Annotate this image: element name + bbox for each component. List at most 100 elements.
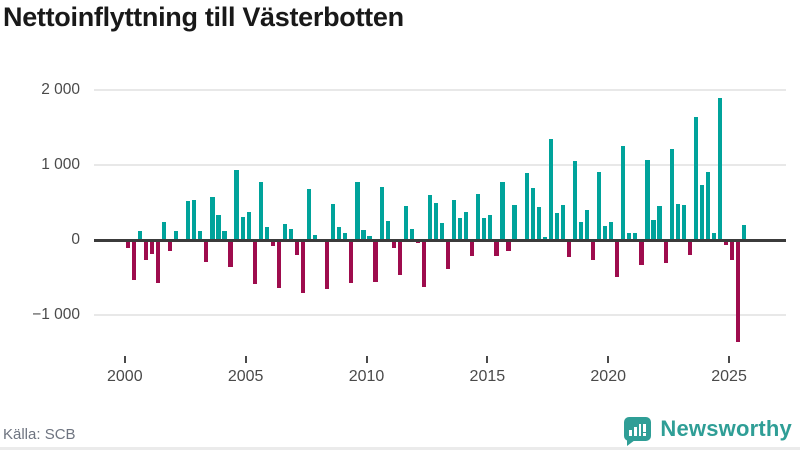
bar: [603, 225, 608, 240]
bar: [433, 202, 439, 240]
bar: [252, 240, 257, 284]
bar: [597, 171, 602, 240]
bar: [494, 240, 499, 257]
bar: [282, 223, 287, 240]
bar: [210, 197, 215, 240]
bar: [288, 229, 294, 240]
bar: [355, 182, 360, 240]
bar: [343, 233, 348, 240]
bar: [548, 139, 553, 240]
bar: [300, 240, 306, 293]
bar: [143, 240, 149, 260]
bar: [464, 211, 469, 240]
bar: [270, 240, 275, 246]
bar: [421, 240, 426, 288]
bar: [409, 228, 414, 240]
bar: [554, 213, 559, 240]
bar: [578, 221, 584, 240]
bar: [458, 217, 463, 240]
bar: [246, 212, 251, 240]
bar: [403, 205, 408, 240]
bar: [711, 233, 717, 240]
bar: [717, 97, 723, 240]
bar: [325, 240, 330, 289]
x-axis-tick: [244, 356, 247, 363]
bar: [723, 240, 729, 246]
bar: [627, 233, 632, 240]
bar: [500, 181, 505, 240]
bar: [155, 240, 161, 283]
bar: [137, 231, 142, 240]
bar: [512, 204, 517, 240]
x-axis-tick: [365, 356, 368, 363]
bar: [693, 117, 698, 240]
bar: [736, 240, 741, 342]
newsworthy-logo: Newsworthy: [624, 416, 792, 446]
bar: [506, 240, 511, 251]
bar: [651, 220, 656, 240]
bar: [373, 240, 378, 282]
bar: [228, 240, 233, 268]
bar: [331, 204, 336, 240]
bar: [742, 225, 747, 240]
bar: [560, 205, 565, 240]
bar: [663, 240, 668, 263]
bar: [198, 230, 203, 240]
bottom-divider: [0, 447, 800, 450]
exclamation-icon: [643, 423, 646, 436]
bar: [482, 217, 487, 240]
bar: [294, 240, 300, 255]
x-axis-tick: [486, 356, 489, 363]
bar: [657, 205, 662, 240]
bar: [125, 240, 130, 248]
bar: [161, 222, 167, 240]
y-axis-label: 2 000: [41, 81, 80, 98]
bar: [705, 171, 710, 240]
x-axis-label: 2010: [348, 368, 385, 385]
y-axis-label: 0: [71, 231, 80, 248]
bar: [452, 199, 457, 240]
bar: [240, 216, 245, 240]
bar: [584, 210, 590, 240]
bar: [313, 235, 318, 240]
bar: [397, 240, 402, 275]
bar: [645, 160, 650, 240]
x-axis-tick: [607, 356, 610, 363]
zero-axis-line: [94, 238, 786, 242]
bar: [427, 195, 433, 240]
gridline: [94, 89, 786, 91]
bar: [258, 182, 263, 240]
bar: [337, 227, 342, 240]
bar: [276, 240, 281, 289]
bar: [524, 173, 529, 240]
gridline: [94, 164, 786, 166]
gridline: [94, 314, 786, 316]
bar: [174, 230, 179, 240]
bar: [168, 240, 173, 251]
bar: [572, 160, 578, 240]
bar: [204, 240, 209, 262]
newsworthy-wordmark: Newsworthy: [660, 416, 792, 441]
bar: [621, 145, 626, 240]
bar: [609, 222, 614, 240]
mini-bars-icon: [629, 423, 646, 436]
bar: [131, 240, 136, 280]
bar: [264, 226, 269, 240]
bar: [306, 189, 312, 240]
bar: [186, 200, 191, 240]
bar: [729, 240, 735, 260]
bar: [687, 240, 692, 255]
chart-title: Nettoinflyttning till Västerbotten: [3, 2, 404, 32]
bar: [470, 240, 475, 257]
bar: [476, 193, 481, 240]
bar: [542, 236, 547, 240]
x-axis-label: 2020: [590, 368, 626, 385]
x-axis-tick: [123, 356, 126, 363]
bar: [675, 204, 680, 240]
x-axis-label: 2015: [469, 368, 506, 385]
bar: [349, 240, 354, 283]
bar: [536, 206, 541, 240]
bar: [234, 169, 239, 240]
